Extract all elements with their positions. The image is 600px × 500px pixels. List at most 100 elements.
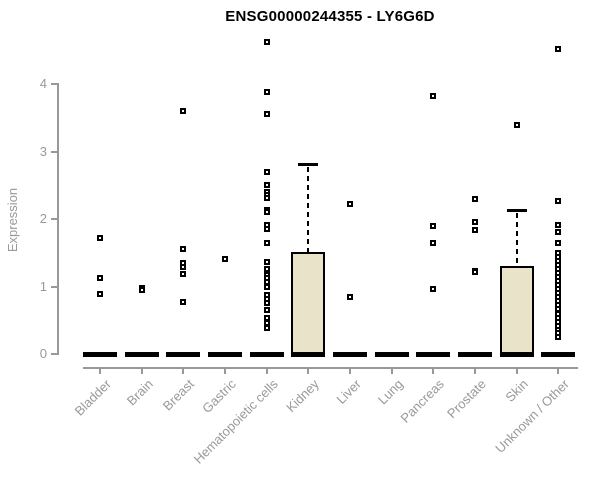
outlier-point: [263, 226, 270, 233]
y-axis-tick: [51, 285, 57, 288]
x-tick-label: Kidney: [283, 376, 323, 416]
outlier-point: [555, 222, 562, 229]
outlier-point: [263, 168, 270, 175]
x-tick-label: Hematopoietic cells: [190, 376, 281, 467]
x-axis-tick: [223, 368, 226, 374]
outlier-point: [555, 240, 562, 247]
x-tick-label: Lung: [374, 376, 406, 408]
whisker-cap: [298, 163, 319, 167]
outlier-point: [471, 269, 478, 276]
outlier-point: [263, 307, 270, 314]
outlier-point: [180, 263, 187, 270]
outlier-point: [221, 255, 228, 262]
outlier-point: [263, 265, 270, 272]
outlier-point: [471, 218, 478, 225]
y-tick-label: 3: [39, 143, 47, 159]
outlier-point: [555, 197, 562, 204]
x-tick-label: Pancreas: [397, 376, 448, 426]
y-axis-label: Expression: [5, 187, 20, 253]
x-axis-tick: [473, 368, 476, 374]
median-bar: [332, 352, 367, 357]
outlier-point: [263, 195, 270, 202]
y-tick-label: 4: [39, 76, 47, 91]
median-bar: [83, 352, 117, 357]
outlier-point: [263, 324, 270, 331]
y-tick-label: 0: [39, 346, 47, 361]
outlier-point: [263, 259, 270, 266]
x-axis-tick: [348, 368, 351, 374]
outlier-point: [180, 108, 187, 114]
outlier-point: [263, 39, 270, 46]
outlier-point: [97, 274, 103, 281]
box-iqr: [499, 265, 534, 356]
median-bar: [207, 352, 242, 357]
whisker-line: [515, 213, 518, 266]
x-tick-label: Bladder: [71, 376, 114, 419]
x-tick-label: Skin: [501, 376, 531, 405]
outlier-point: [180, 245, 187, 252]
x-tick-label: Liver: [333, 376, 364, 407]
outlier-point: [263, 278, 270, 285]
outlier-point: [430, 240, 437, 247]
outlier-point: [263, 240, 270, 247]
median-bar: [124, 352, 159, 357]
outlier-point: [555, 334, 562, 341]
median-bar: [374, 352, 409, 357]
median-bar: [541, 352, 576, 357]
median-bar: [499, 352, 534, 357]
outlier-point: [471, 195, 478, 202]
x-axis-tick: [307, 368, 310, 374]
x-axis-tick: [140, 368, 143, 374]
y-axis-tick: [51, 150, 57, 153]
median-bar: [291, 352, 326, 357]
outlier-point: [263, 208, 270, 215]
y-tick-label: 2: [39, 211, 47, 226]
median-bar: [416, 352, 451, 357]
outlier-point: [263, 182, 270, 189]
x-tick-label: Prostate: [443, 376, 489, 422]
x-tick-label: Breast: [160, 376, 198, 414]
x-tick-label: Brain: [123, 376, 156, 409]
y-axis-tick: [51, 353, 57, 355]
median-bar: [166, 352, 201, 357]
median-bar: [457, 352, 492, 357]
chart-title: ENSG00000244355 - LY6G6D: [225, 8, 435, 25]
x-axis-tick: [557, 368, 560, 374]
y-axis-tick: [51, 83, 57, 85]
outlier-point: [346, 294, 353, 301]
outlier-point: [97, 234, 103, 241]
x-axis-tick: [265, 368, 268, 374]
outlier-point: [263, 89, 270, 96]
median-bar: [249, 352, 284, 357]
outlier-point: [430, 286, 437, 293]
outlier-point: [180, 299, 187, 306]
y-axis-tick: [51, 218, 57, 220]
outlier-point: [263, 284, 270, 291]
outlier-point: [555, 45, 562, 52]
outlier-point: [471, 226, 478, 233]
outlier-point: [97, 290, 103, 297]
y-tick-label: 1: [39, 278, 47, 294]
outlier-point: [555, 228, 562, 235]
outlier-point: [513, 122, 520, 129]
outlier-point: [430, 222, 437, 229]
x-tick-label: Gastric: [199, 376, 239, 417]
x-axis-tick: [99, 368, 101, 374]
x-axis-tick: [515, 368, 518, 374]
x-tick-label: Unknown / Other: [492, 376, 573, 456]
outlier-point: [263, 110, 270, 117]
outlier-point: [180, 270, 187, 277]
x-axis-tick: [432, 368, 435, 374]
x-axis-line: [83, 367, 578, 369]
y-axis-line: [57, 83, 59, 355]
whisker-cap: [506, 209, 527, 213]
x-axis-tick: [182, 368, 185, 374]
outlier-point: [138, 286, 145, 293]
box-iqr: [291, 251, 326, 356]
outlier-point: [430, 93, 437, 100]
x-axis-tick: [390, 368, 393, 374]
outlier-point: [346, 201, 353, 208]
outlier-point: [263, 299, 270, 306]
whisker-line: [307, 167, 310, 252]
